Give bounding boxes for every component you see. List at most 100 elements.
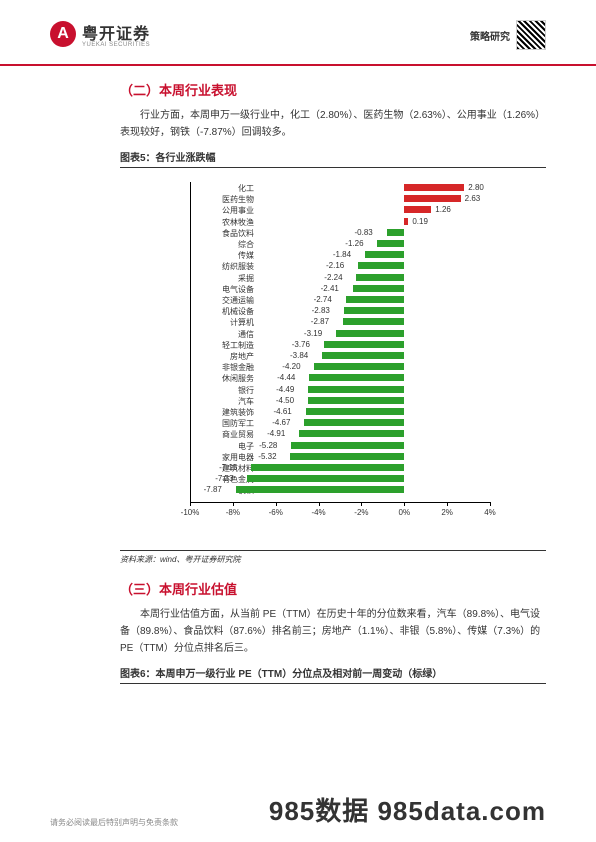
chart5-bar	[404, 184, 464, 191]
chart5-source: 资料来源：wind、粤开证券研究院	[120, 554, 546, 565]
chart5-value-label: 1.26	[435, 205, 451, 214]
chart5-bar	[322, 352, 404, 359]
chart5-category-label: 采掘	[190, 273, 254, 284]
chart5-caption-rule	[120, 167, 546, 168]
chart5-category-label: 电气设备	[190, 284, 254, 295]
chart5-value-label: -5.32	[258, 452, 276, 461]
header-category: 策略研究	[470, 28, 510, 43]
chart5-value-label: -7.87	[204, 485, 222, 494]
chart5-bar	[291, 442, 404, 449]
chart5-category-label: 综合	[190, 239, 254, 250]
chart5-category-label: 家用电器	[190, 452, 254, 463]
chart5-value-label: -4.49	[276, 385, 294, 394]
chart5-tick	[319, 502, 320, 506]
section3-body: 本周行业估值方面，从当前 PE（TTM）在历史十年的分位数来看，汽车（89.8%…	[120, 606, 546, 657]
chart5-tick	[404, 502, 405, 506]
chart5-bar	[377, 240, 404, 247]
chart5-value-label: -7.33	[215, 474, 233, 483]
chart5-category-label: 交通运输	[190, 295, 254, 306]
chart5-value-label: -2.83	[312, 306, 330, 315]
chart5-category-label: 通信	[190, 329, 254, 340]
chart5-category-label: 休闲服务	[190, 373, 254, 384]
chart5-category-label: 汽车	[190, 396, 254, 407]
chart5-tick-label: -8%	[218, 508, 248, 517]
chart5-category-label: 电子	[190, 441, 254, 452]
chart5-bar	[336, 330, 404, 337]
chart5-value-label: -2.87	[311, 317, 329, 326]
chart5-category-label: 建筑装饰	[190, 407, 254, 418]
chart5-value-label: -2.16	[326, 261, 344, 270]
logo-subtext: YUEKAI SECURITIES	[82, 42, 150, 48]
chart5-y-axis	[190, 182, 191, 502]
chart5-value-label: -4.20	[282, 362, 300, 371]
chart5-value-label: 0.19	[412, 217, 428, 226]
chart5-bar	[346, 296, 405, 303]
chart5-value-label: -5.28	[259, 441, 277, 450]
chart5-value-label: -7.15	[219, 463, 237, 472]
logo-text-block: 粤开证券 YUEKAI SECURITIES	[82, 20, 150, 48]
chart5-category-label: 银行	[190, 385, 254, 396]
chart5-tick	[361, 502, 362, 506]
header-right: 策略研究	[470, 20, 546, 50]
page-header: A 粤开证券 YUEKAI SECURITIES 策略研究	[50, 20, 546, 60]
chart5-category-label: 非银金融	[190, 362, 254, 373]
chart5-x-axis	[190, 502, 490, 503]
chart5-value-label: -4.61	[274, 407, 292, 416]
chart5-value-label: -1.84	[333, 250, 351, 259]
page: A 粤开证券 YUEKAI SECURITIES 策略研究 （二）本周行业表现 …	[0, 0, 596, 842]
chart5-tick-label: -6%	[261, 508, 291, 517]
chart5-category-label: 农林牧渔	[190, 217, 254, 228]
chart5-bar	[236, 486, 405, 493]
chart5-bar	[308, 386, 404, 393]
chart5-bar	[353, 285, 405, 292]
chart5-category-label: 传媒	[190, 250, 254, 261]
chart5-category-label: 食品饮料	[190, 228, 254, 239]
chart5-value-label: -2.24	[324, 273, 342, 282]
watermark-text: 985数据 985data.com	[269, 791, 546, 828]
chart5-category-label: 化工	[190, 183, 254, 194]
chart5-bar	[365, 251, 404, 258]
chart5-value-label: -4.50	[276, 396, 294, 405]
chart5-tick-label: 0%	[389, 508, 419, 517]
chart5-value-label: -3.76	[292, 340, 310, 349]
chart5-bar	[387, 229, 405, 236]
chart5-bar	[324, 341, 405, 348]
chart5-bar	[356, 274, 404, 281]
chart5-caption: 图表5：各行业涨跌幅	[120, 149, 546, 164]
chart5-source-rule	[120, 550, 546, 551]
chart5-bar	[344, 307, 405, 314]
chart5-bar	[306, 408, 405, 415]
logo-block: A 粤开证券 YUEKAI SECURITIES	[50, 20, 150, 48]
logo-text: 粤开证券	[82, 20, 150, 44]
chart5-category-label: 计算机	[190, 317, 254, 328]
chart5-category-label: 商业贸易	[190, 429, 254, 440]
chart6-caption: 图表6：本周申万一级行业 PE（TTM）分位点及相对前一周变动（标绿）	[120, 665, 546, 680]
chart5-value-label: -3.19	[304, 329, 322, 338]
qr-icon	[516, 20, 546, 50]
chart5-category-label: 公用事业	[190, 205, 254, 216]
chart5-tick-label: 2%	[432, 508, 462, 517]
chart5-bar	[299, 430, 404, 437]
chart5-bar	[404, 218, 408, 225]
section2-body: 行业方面，本周申万一级行业中，化工（2.80%）、医药生物（2.63%）、公用事…	[120, 107, 546, 141]
chart5-bar	[247, 475, 404, 482]
footer-disclaimer: 请务必阅读最后特别声明与免责条款	[50, 817, 178, 828]
chart5-bar	[404, 206, 431, 213]
chart5-tick-label: -2%	[346, 508, 376, 517]
chart5-plot-area: 化工2.80医药生物2.63公用事业1.26农林牧渔0.19食品饮料-0.83综…	[190, 182, 490, 502]
chart5-bar	[290, 453, 404, 460]
header-rule	[0, 64, 596, 66]
chart5-value-label: -4.67	[272, 418, 290, 427]
chart5-value-label: -3.84	[290, 351, 308, 360]
page-footer: 请务必阅读最后特别声明与免责条款 985数据 985data.com	[50, 791, 546, 828]
chart5-value-label: -0.83	[355, 228, 373, 237]
chart5-bar	[304, 419, 404, 426]
chart5-category-label: 纺织服装	[190, 261, 254, 272]
chart5-tick	[276, 502, 277, 506]
chart5-bar	[314, 363, 404, 370]
chart5-tick-label: -4%	[304, 508, 334, 517]
chart5-bar	[309, 374, 404, 381]
chart5-value-label: -2.74	[314, 295, 332, 304]
chart5-bar	[251, 464, 404, 471]
chart5-category-label: 国防军工	[190, 418, 254, 429]
